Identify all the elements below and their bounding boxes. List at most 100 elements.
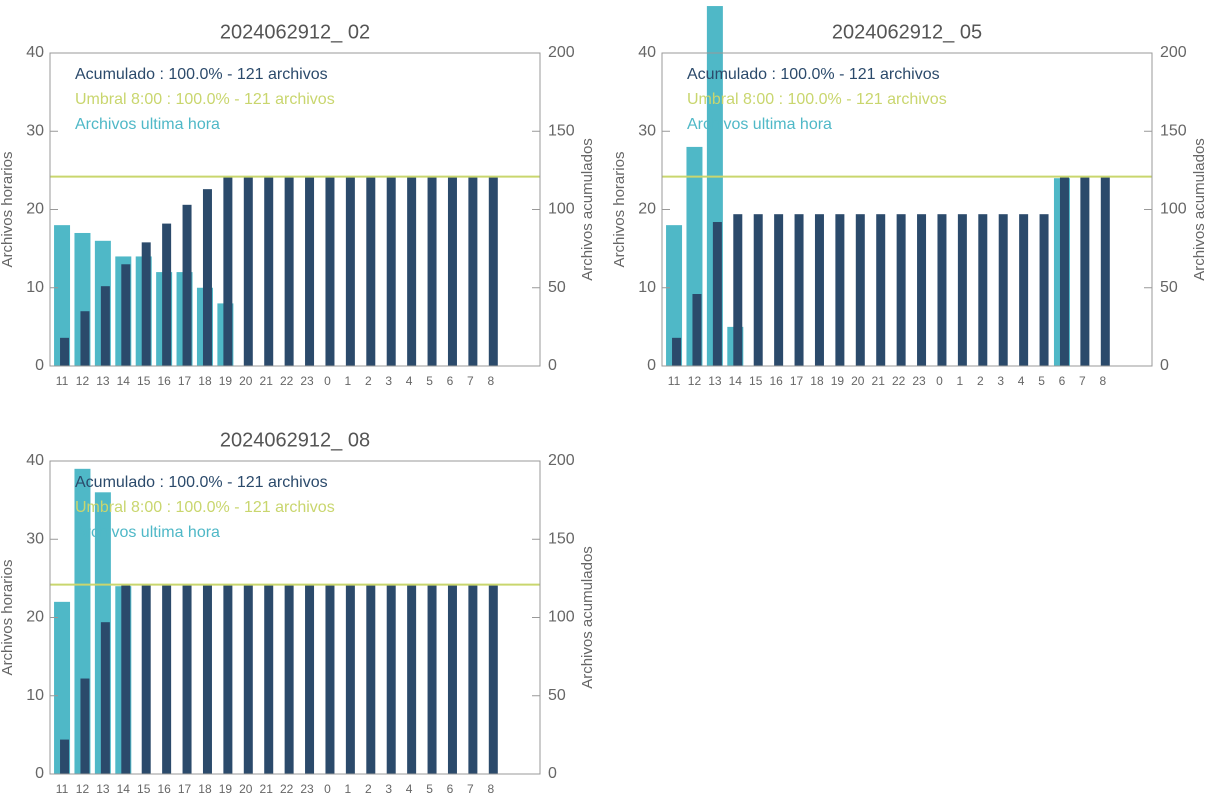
hourly-bar bbox=[54, 601, 71, 774]
cumulative-bar bbox=[100, 286, 110, 366]
x-tick-label: 1 bbox=[345, 782, 352, 796]
y2-tick-label: 150 bbox=[1160, 122, 1187, 139]
x-tick-label: 17 bbox=[178, 782, 192, 796]
y-tick-label: 30 bbox=[26, 530, 44, 547]
x-tick-label: 1 bbox=[345, 374, 352, 388]
y-tick-label: 20 bbox=[638, 201, 656, 218]
cumulative-bar bbox=[447, 176, 457, 366]
x-tick-label: 6 bbox=[1059, 374, 1066, 388]
x-tick-label: 22 bbox=[280, 782, 294, 796]
cumulative-bar bbox=[305, 176, 315, 366]
y-tick-label: 20 bbox=[26, 609, 44, 626]
x-tick-label: 0 bbox=[324, 782, 331, 796]
x-tick-label: 14 bbox=[729, 374, 743, 388]
cumulative-bar bbox=[182, 204, 192, 366]
cumulative-bar bbox=[712, 222, 722, 366]
cumulative-bar bbox=[876, 214, 886, 366]
x-tick-label: 15 bbox=[137, 374, 151, 388]
legend-entry: Umbral 8:00 : 100.0% - 121 archivos bbox=[687, 91, 947, 108]
cumulative-bar bbox=[692, 294, 702, 366]
x-tick-label: 13 bbox=[96, 782, 110, 796]
hourly-bar bbox=[54, 225, 71, 366]
x-tick-label: 8 bbox=[487, 782, 494, 796]
cumulative-bar bbox=[386, 176, 396, 366]
legend-entry: Acumulado : 100.0% - 121 archivos bbox=[687, 66, 940, 83]
cumulative-bar bbox=[182, 584, 192, 774]
y2-tick-label: 200 bbox=[548, 452, 575, 469]
cumulative-bar bbox=[488, 584, 498, 774]
legend-entry: Archivos ultima hora bbox=[75, 116, 220, 133]
x-tick-label: 3 bbox=[385, 374, 392, 388]
x-tick-label: 11 bbox=[668, 374, 681, 388]
x-tick-label: 7 bbox=[1079, 374, 1086, 388]
y2-tick-label: 150 bbox=[548, 530, 575, 547]
cumulative-bar bbox=[162, 223, 172, 366]
cumulative-bar bbox=[1039, 214, 1049, 366]
cumulative-bar bbox=[345, 584, 355, 774]
legend-entry: Archivos ultima hora bbox=[75, 524, 220, 541]
x-tick-label: 22 bbox=[892, 374, 906, 388]
y2-axis-label: Archivos acumulados bbox=[1191, 138, 1206, 281]
x-tick-label: 5 bbox=[1038, 374, 1045, 388]
y2-axis-label: Archivos acumulados bbox=[579, 546, 596, 689]
x-tick-label: 23 bbox=[300, 374, 314, 388]
x-tick-label: 21 bbox=[872, 374, 886, 388]
cumulative-bar bbox=[345, 176, 355, 366]
cumulative-bar bbox=[917, 214, 927, 366]
x-tick-label: 2 bbox=[365, 374, 372, 388]
y-axis-label: Archivos horarios bbox=[0, 560, 16, 676]
cumulative-bar bbox=[223, 584, 233, 774]
x-tick-label: 20 bbox=[239, 374, 253, 388]
cumulative-bar bbox=[1080, 176, 1090, 366]
y2-tick-label: 0 bbox=[548, 357, 557, 374]
x-tick-label: 11 bbox=[56, 374, 69, 388]
cumulative-bar bbox=[223, 176, 233, 366]
cumulative-bar bbox=[774, 214, 784, 366]
cumulative-bar bbox=[366, 584, 376, 774]
y2-tick-label: 50 bbox=[548, 279, 566, 296]
cumulative-bar bbox=[141, 584, 151, 774]
y2-tick-label: 100 bbox=[1160, 201, 1187, 218]
cumulative-bar bbox=[80, 678, 90, 774]
x-tick-label: 19 bbox=[831, 374, 845, 388]
y2-tick-label: 100 bbox=[548, 201, 575, 218]
y-axis-label: Archivos horarios bbox=[0, 152, 16, 268]
x-tick-label: 22 bbox=[280, 374, 294, 388]
cumulative-bar bbox=[284, 584, 294, 774]
y-tick-label: 40 bbox=[26, 44, 44, 61]
cumulative-bar bbox=[60, 739, 70, 774]
cumulative-bar bbox=[141, 242, 151, 366]
cumulative-bar bbox=[896, 214, 906, 366]
y-tick-label: 30 bbox=[26, 122, 44, 139]
y2-tick-label: 50 bbox=[548, 687, 566, 704]
y2-tick-label: 150 bbox=[548, 122, 575, 139]
x-tick-label: 14 bbox=[117, 374, 131, 388]
cumulative-bar bbox=[407, 176, 417, 366]
cumulative-bar bbox=[672, 337, 682, 366]
y2-tick-label: 200 bbox=[548, 44, 575, 61]
chart-title: 2024062912_ 02 bbox=[220, 21, 370, 43]
x-tick-label: 4 bbox=[1018, 374, 1025, 388]
cumulative-bar bbox=[386, 584, 396, 774]
y-tick-label: 10 bbox=[638, 279, 656, 296]
legend-entry: Acumulado : 100.0% - 121 archivos bbox=[75, 66, 328, 83]
cumulative-bar bbox=[447, 584, 457, 774]
x-tick-label: 18 bbox=[198, 374, 212, 388]
x-tick-label: 23 bbox=[912, 374, 926, 388]
cumulative-bar bbox=[121, 264, 131, 366]
x-tick-label: 4 bbox=[406, 782, 413, 796]
cumulative-bar bbox=[468, 584, 478, 774]
x-tick-label: 20 bbox=[239, 782, 253, 796]
y-tick-label: 20 bbox=[26, 201, 44, 218]
x-tick-label: 8 bbox=[487, 374, 494, 388]
x-tick-label: 15 bbox=[749, 374, 763, 388]
cumulative-bar bbox=[957, 214, 967, 366]
x-tick-label: 16 bbox=[157, 374, 171, 388]
y2-axis-label: Archivos acumulados bbox=[579, 138, 596, 281]
cumulative-bar bbox=[80, 311, 90, 366]
chart-title: 2024062912_ 05 bbox=[832, 21, 982, 43]
cumulative-bar bbox=[937, 214, 947, 366]
cumulative-bar bbox=[468, 176, 478, 366]
x-tick-label: 17 bbox=[790, 374, 804, 388]
